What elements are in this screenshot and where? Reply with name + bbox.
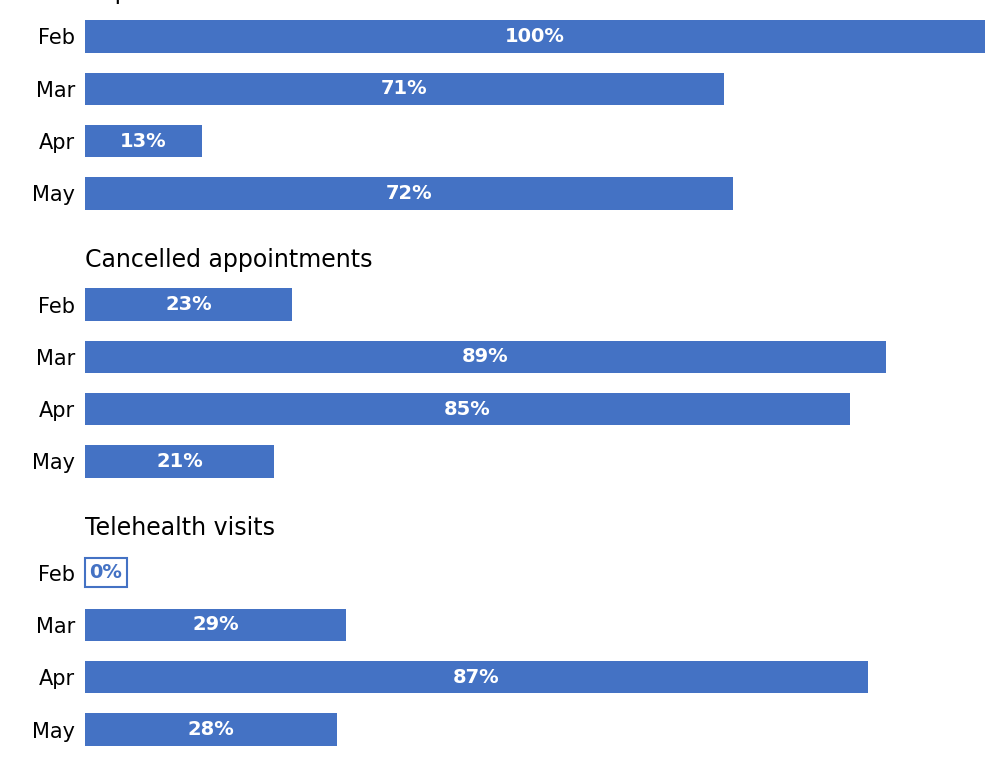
Text: 23%: 23%	[165, 295, 212, 314]
Text: 13%: 13%	[120, 132, 167, 151]
Bar	[85, 393, 850, 425]
Bar	[85, 288, 292, 321]
Text: 87%: 87%	[453, 668, 500, 687]
Bar	[85, 713, 337, 746]
Text: 0%: 0%	[90, 563, 122, 582]
Text: 100%: 100%	[505, 27, 565, 46]
Text: 85%: 85%	[444, 400, 491, 419]
Text: Telehealth visits: Telehealth visits	[85, 516, 275, 540]
Text: 21%: 21%	[156, 452, 203, 471]
Text: 29%: 29%	[192, 615, 239, 634]
Bar	[85, 609, 346, 641]
Bar	[85, 341, 886, 373]
Bar	[85, 177, 733, 210]
Text: 71%: 71%	[381, 79, 428, 98]
Text: 28%: 28%	[188, 720, 234, 739]
Bar	[85, 73, 724, 105]
Text: 72%: 72%	[386, 184, 432, 203]
Bar	[85, 125, 202, 157]
Text: Cancelled appointments: Cancelled appointments	[85, 248, 372, 272]
Text: In-person: In-person	[85, 0, 197, 4]
Bar	[85, 20, 985, 53]
Bar	[85, 445, 274, 478]
Text: 89%: 89%	[462, 347, 509, 366]
Bar	[85, 661, 868, 693]
